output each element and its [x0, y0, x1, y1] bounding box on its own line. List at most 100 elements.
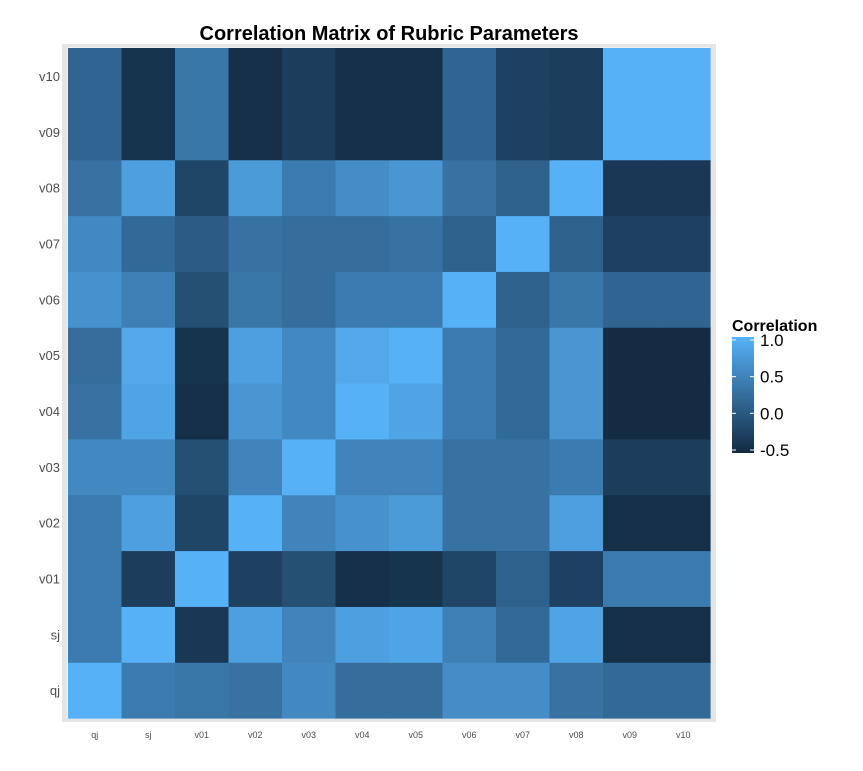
legend-ticks: 1.0 0.5 0.0 -0.5: [732, 331, 789, 460]
heatmap-cell-v08-v07: [496, 159, 551, 217]
heatmap-cell-v07-v05: [389, 215, 444, 272]
heatmap-cell-v07-v01: [175, 215, 230, 272]
heatmap-cell-sj-v05: [389, 606, 444, 663]
legend-tick-label: 0.0: [760, 404, 784, 423]
heatmap-cell-v04-v05: [389, 383, 444, 440]
heatmap-cell-v05-v05: [389, 327, 444, 384]
x-tick-label-v02: v02: [248, 730, 263, 740]
heatmap-cell-v04-v10: [656, 383, 711, 440]
heatmap-cell-sj-v01: [175, 606, 230, 663]
heatmap-cell-v03-v02: [228, 438, 283, 496]
heatmap-cell-v09-v09: [603, 103, 658, 161]
heatmap-cell-v09-v02: [228, 103, 283, 161]
heatmap-cell-v02-v10: [656, 494, 711, 552]
heatmap-cell-qj-v06: [442, 662, 497, 719]
heatmap-cell-qj-v01: [175, 662, 230, 719]
heatmap-cell-v02-v01: [175, 494, 230, 552]
heatmap-cell-v01-sj: [121, 550, 176, 607]
heatmap-cell-sj-v10: [656, 606, 711, 663]
heatmap-cell-sj-v07: [496, 606, 551, 663]
heatmap-cell-v03-v03: [282, 438, 337, 496]
heatmap-cell-qj-v09: [603, 662, 658, 719]
heatmap-cell-v07-v06: [442, 215, 497, 272]
heatmap-cell-v03-v04: [335, 438, 390, 496]
heatmap-cell-v08-v06: [442, 159, 497, 217]
heatmap-cell-sj-v06: [442, 606, 497, 663]
heatmap-cell-qj-qj: [68, 662, 123, 719]
heatmap-cell-v09-qj: [68, 103, 123, 161]
x-tick-label-v09: v09: [622, 730, 637, 740]
heatmap-cell-v07-v10: [656, 215, 711, 272]
legend-tick-label: 1.0: [760, 331, 784, 350]
heatmap-cell-v03-v10: [656, 438, 711, 496]
heatmap-cell-v10-qj: [68, 48, 123, 105]
heatmap-cell-v03-sj: [121, 438, 176, 496]
x-tick-label-v07: v07: [515, 730, 530, 740]
y-tick-label-v05: v05: [39, 348, 60, 363]
heatmap-cell-v04-qj: [68, 383, 123, 440]
heatmap-cell-v05-v10: [656, 327, 711, 384]
x-tick-label-v01: v01: [194, 730, 209, 740]
heatmap-cell-v06-qj: [68, 271, 123, 328]
y-tick-label-v09: v09: [39, 125, 60, 140]
heatmap-cell-v10-v09: [603, 48, 658, 105]
heatmap-cell-v08-v05: [389, 159, 444, 217]
heatmap-cell-qj-v05: [389, 662, 444, 719]
y-tick-label-sj: sj: [51, 627, 61, 642]
x-tick-label-sj: sj: [145, 730, 152, 740]
heatmap-cell-v10-v06: [442, 48, 497, 105]
heatmap-cell-v07-v07: [496, 215, 551, 272]
heatmap-cell-v10-v10: [656, 48, 711, 105]
heatmap-cell-v07-v08: [549, 215, 604, 272]
y-tick-label-v03: v03: [39, 460, 60, 475]
heatmap-cell-v08-v08: [549, 159, 604, 217]
y-tick-label-v02: v02: [39, 516, 60, 531]
heatmap-cell-v07-sj: [121, 215, 176, 272]
heatmap-cell-sj-sj: [121, 606, 176, 663]
y-tick-label-v08: v08: [39, 181, 60, 196]
x-tick-label-qj: qj: [91, 730, 98, 740]
y-tick-label-v04: v04: [39, 404, 60, 419]
heatmap-cell-v04-v04: [335, 383, 390, 440]
y-tick-label-qj: qj: [50, 683, 60, 698]
heatmap-cell-v05-v07: [496, 327, 551, 384]
heatmap-cell-v09-v04: [335, 103, 390, 161]
y-tick-label-v10: v10: [39, 69, 60, 84]
heatmap-cell-v02-v05: [389, 494, 444, 552]
heatmap-cell-v02-sj: [121, 494, 176, 552]
heatmap-cell-v05-v06: [442, 327, 497, 384]
heatmap-cell-v08-sj: [121, 159, 176, 217]
heatmap-cell-v06-v07: [496, 271, 551, 328]
heatmap-cell-qj-v10: [656, 662, 711, 719]
heatmap-cell-v02-v08: [549, 494, 604, 552]
heatmap-cell-v03-v05: [389, 438, 444, 496]
chart-title: Correlation Matrix of Rubric Parameters: [200, 23, 579, 45]
heatmap-cell-v09-v03: [282, 103, 337, 161]
heatmap-cell-v06-v06: [442, 271, 497, 328]
heatmap-cell-v10-v07: [496, 48, 551, 105]
heatmap-cell-v05-v03: [282, 327, 337, 384]
heatmap-cell-v10-sj: [121, 48, 176, 105]
legend-title: Correlation: [732, 318, 817, 335]
heatmap-cell-v01-v04: [335, 550, 390, 607]
heatmap-cell-v02-qj: [68, 494, 123, 552]
heatmap-cell-v10-v01: [175, 48, 230, 105]
heatmap-cell-v06-v04: [335, 271, 390, 328]
heatmap-cell-v01-v05: [389, 550, 444, 607]
heatmap-cell-v04-v01: [175, 383, 230, 440]
heatmap-cell-v07-v04: [335, 215, 390, 272]
heatmap-cell-v09-v01: [175, 103, 230, 161]
heatmap-cell-v08-v04: [335, 159, 390, 217]
legend: Correlation 1.0 0.5 0.0 -0.5: [732, 318, 817, 460]
legend-tick-label: 0.5: [760, 368, 784, 387]
heatmap-cell-v05-v02: [228, 327, 283, 384]
heatmap-cell-v06-sj: [121, 271, 176, 328]
heatmap-cell-sj-v03: [282, 606, 337, 663]
legend-colorbar: [732, 337, 754, 453]
heatmap-cell-v02-v07: [496, 494, 551, 552]
heatmap-cell-v08-v02: [228, 159, 283, 217]
heatmap-cell-v03-qj: [68, 438, 123, 496]
y-tick-label-v06: v06: [39, 292, 60, 307]
heatmap-cell-v02-v06: [442, 494, 497, 552]
